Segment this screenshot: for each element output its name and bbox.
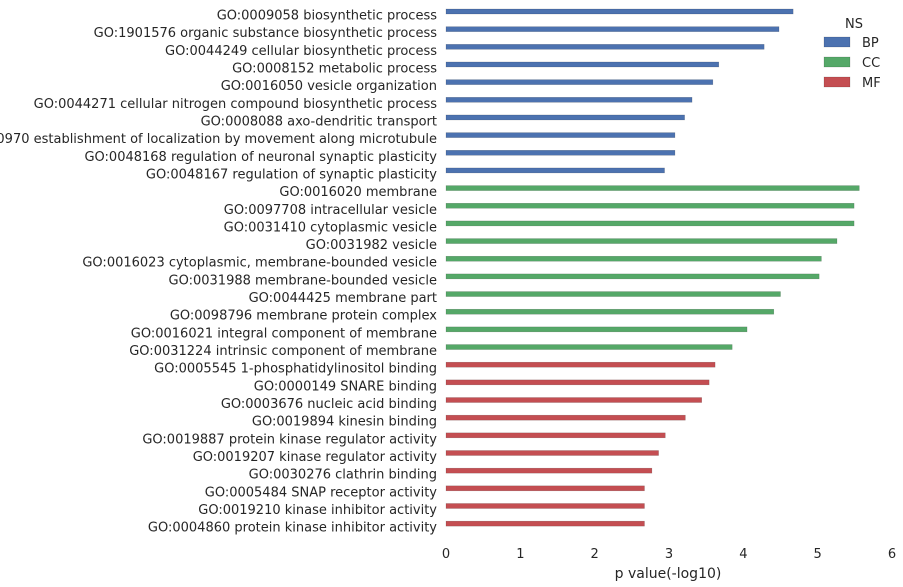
bar: [445, 61, 720, 68]
bar: [445, 44, 765, 50]
x-axis-ticks: 0 1 2 3 4 5 6: [442, 547, 896, 562]
bar: [445, 26, 780, 32]
category-label: GO:0030276 clathrin binding: [249, 468, 437, 483]
bar: [445, 255, 822, 262]
bar: [445, 397, 702, 403]
bar: [445, 503, 645, 509]
category-label: GO:0000149 SNARE binding: [254, 379, 437, 394]
bar: [445, 520, 645, 527]
category-labels: GO:0009058 biosynthetic process GO:190157…: [0, 9, 437, 536]
category-label: GO:0048167 regulation of synaptic plasti…: [146, 167, 437, 182]
legend-label: MF: [862, 76, 881, 91]
bar: [445, 308, 775, 315]
bar: [445, 344, 733, 350]
category-label: GO:0031224 intrinsic component of membra…: [129, 344, 437, 359]
bar: [445, 485, 645, 492]
category-label: GO:0044425 membrane part: [249, 291, 437, 306]
x-tick-label: 0: [442, 547, 450, 562]
category-label: GO:0008088 axo-dendritic transport: [201, 114, 437, 129]
bar: [445, 467, 653, 474]
category-label: GO:0010970 establishment of localization…: [0, 132, 437, 147]
category-label: GO:0044271 cellular nitrogen compound bi…: [34, 97, 438, 112]
category-label: GO:0016021 integral component of membran…: [131, 326, 437, 341]
legend-swatch: [823, 36, 851, 48]
bar: [445, 79, 714, 85]
bar: [445, 114, 685, 121]
category-label: GO:0044249 cellular biosynthetic process: [165, 44, 437, 59]
bar: [445, 150, 676, 156]
legend-swatch: [823, 76, 851, 88]
legend-label: BP: [862, 36, 879, 51]
category-label: GO:0016020 membrane: [279, 185, 437, 200]
bar: [445, 450, 659, 456]
x-tick-label: 5: [814, 547, 822, 562]
bar: [445, 97, 693, 103]
category-label: GO:0008152 metabolic process: [232, 61, 437, 76]
legend-title: NS: [845, 17, 863, 32]
category-label: GO:0031410 cytoplasmic vesicle: [224, 220, 437, 235]
category-label: GO:0009058 biosynthetic process: [217, 9, 438, 24]
category-label: GO:0005484 SNAP receptor activity: [205, 485, 438, 500]
bar: [445, 238, 838, 244]
bar: [445, 132, 676, 138]
x-tick-label: 2: [591, 547, 599, 562]
category-label: GO:0005545 1-phosphatidylinositol bindin…: [154, 362, 437, 377]
x-tick-label: 4: [739, 547, 747, 562]
category-label: GO:0031982 vesicle: [306, 238, 437, 253]
bar: [445, 414, 686, 421]
category-label: GO:1901576 organic substance biosyntheti…: [94, 26, 438, 41]
category-label: GO:0016050 vesicle organization: [221, 79, 437, 94]
category-label: GO:0004860 protein kinase inhibitor acti…: [148, 521, 437, 536]
category-label: GO:0019210 kinase inhibitor activity: [198, 503, 437, 518]
bar: [445, 273, 820, 280]
bar: [445, 220, 855, 227]
bar: [445, 361, 716, 368]
bar: [445, 379, 710, 386]
bars-layer: [445, 8, 860, 527]
category-label: GO:0097708 intracellular vesicle: [224, 203, 437, 218]
legend-items: BP CC MF: [823, 36, 881, 91]
bar: [445, 8, 794, 15]
legend-swatch: [823, 56, 851, 68]
bar: [445, 203, 855, 209]
bar: [445, 167, 665, 174]
x-axis-label: p value(-log10): [615, 566, 722, 582]
category-label: GO:0048168 regulation of neuronal synapt…: [84, 150, 437, 165]
bar: [445, 326, 748, 333]
category-label: GO:0019207 kinase regulator activity: [193, 450, 438, 465]
category-label: GO:0016023 cytoplasmic, membrane-bounded…: [82, 256, 437, 271]
legend: NS BP CC MF: [823, 17, 881, 91]
x-tick-label: 6: [888, 547, 896, 562]
x-tick-label: 1: [516, 547, 524, 562]
bar: [445, 432, 666, 439]
category-label: GO:0019887 protein kinase regulator acti…: [142, 432, 437, 447]
legend-label: CC: [862, 56, 880, 71]
bar: [445, 185, 860, 191]
category-label: GO:0031988 membrane-bounded vesicle: [169, 273, 437, 288]
x-tick-label: 3: [665, 547, 673, 562]
category-label: GO:0098796 membrane protein complex: [170, 309, 437, 324]
category-label: GO:0003676 nucleic acid binding: [221, 397, 437, 412]
category-label: GO:0019894 kinesin binding: [252, 415, 437, 430]
bar: [445, 291, 781, 297]
